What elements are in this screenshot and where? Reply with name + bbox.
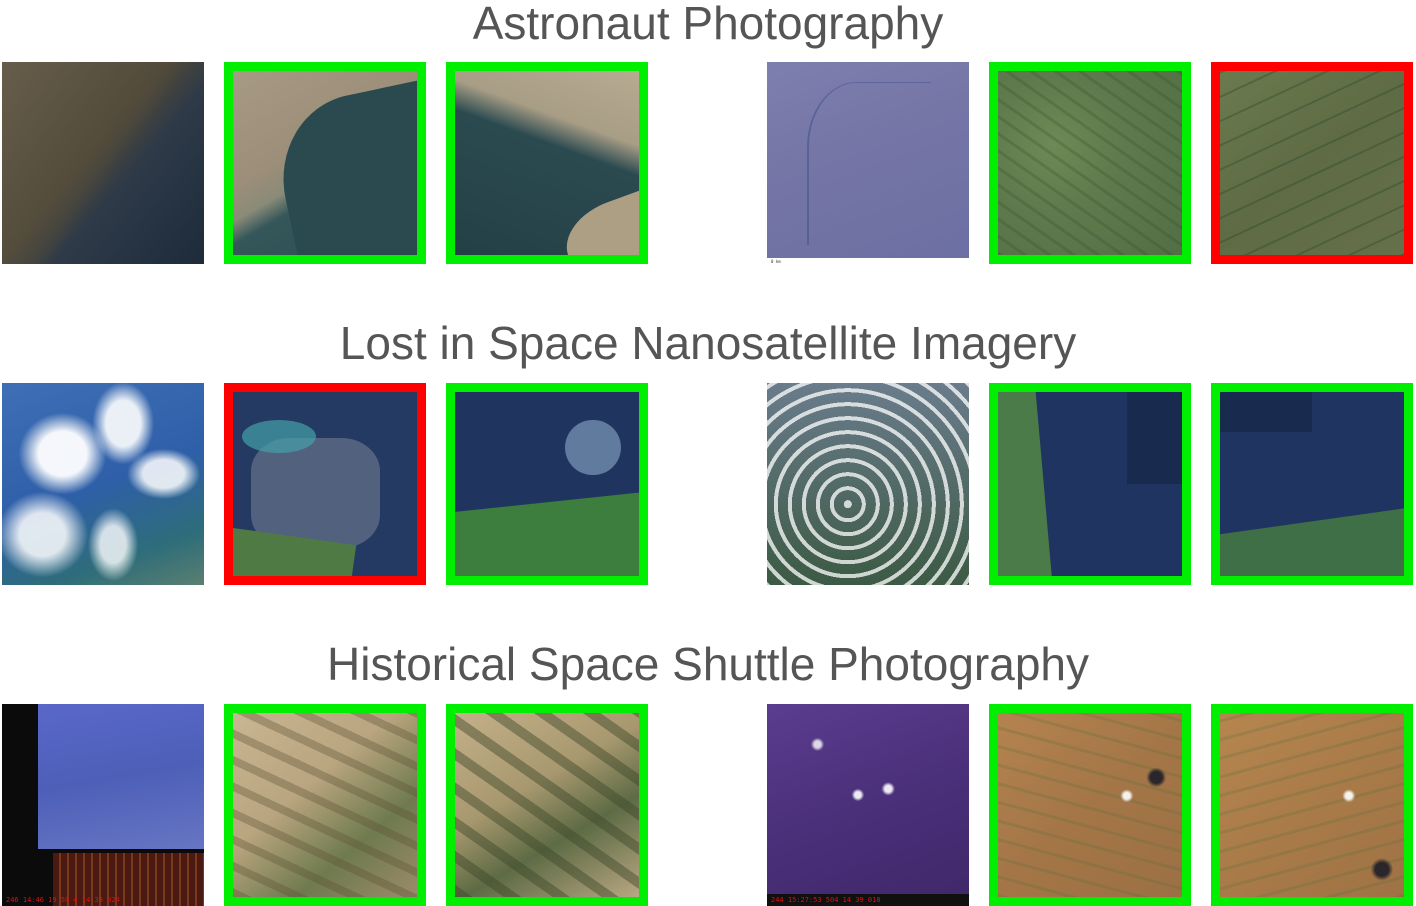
section-title-astronaut-photography: Astronaut Photography	[472, 0, 944, 49]
query-image-cloudy-coast	[2, 383, 204, 585]
retrieved-image-correct	[1211, 383, 1413, 585]
query-image-shuttle-window: 246 14:46 19 50 4 14 38 024	[2, 704, 204, 906]
query-image-coastline	[2, 62, 204, 264]
section-title-historical-space-shuttle-photography: Historical Space Shuttle Photography	[327, 638, 1089, 690]
retrieved-image-correct	[224, 704, 426, 906]
section-title-lost-in-space-nanosatellite-imagery: Lost in Space Nanosatellite Imagery	[339, 317, 1077, 369]
retrieved-image-correct	[446, 383, 648, 585]
query-image-river-plain: 0 km	[767, 62, 969, 264]
retrieved-image-correct	[989, 383, 1191, 585]
film-timestamp-caption: 244 15:27:53 504 14 39 018	[771, 896, 881, 904]
query-image-purple-terrain: 244 15:27:53 504 14 39 018	[767, 704, 969, 906]
retrieved-image-correct	[446, 62, 648, 264]
film-timestamp-caption: 246 14:46 19 50 4 14 38 024	[6, 896, 120, 904]
query-image-cloud-field	[767, 383, 969, 585]
retrieved-image-correct	[1211, 704, 1413, 906]
retrieved-image-correct	[224, 62, 426, 264]
retrieved-image-correct	[989, 62, 1191, 264]
retrieved-image-incorrect	[224, 383, 426, 585]
retrieved-image-incorrect	[1211, 62, 1413, 264]
retrieved-image-correct	[446, 704, 648, 906]
retrieved-image-correct	[989, 704, 1191, 906]
